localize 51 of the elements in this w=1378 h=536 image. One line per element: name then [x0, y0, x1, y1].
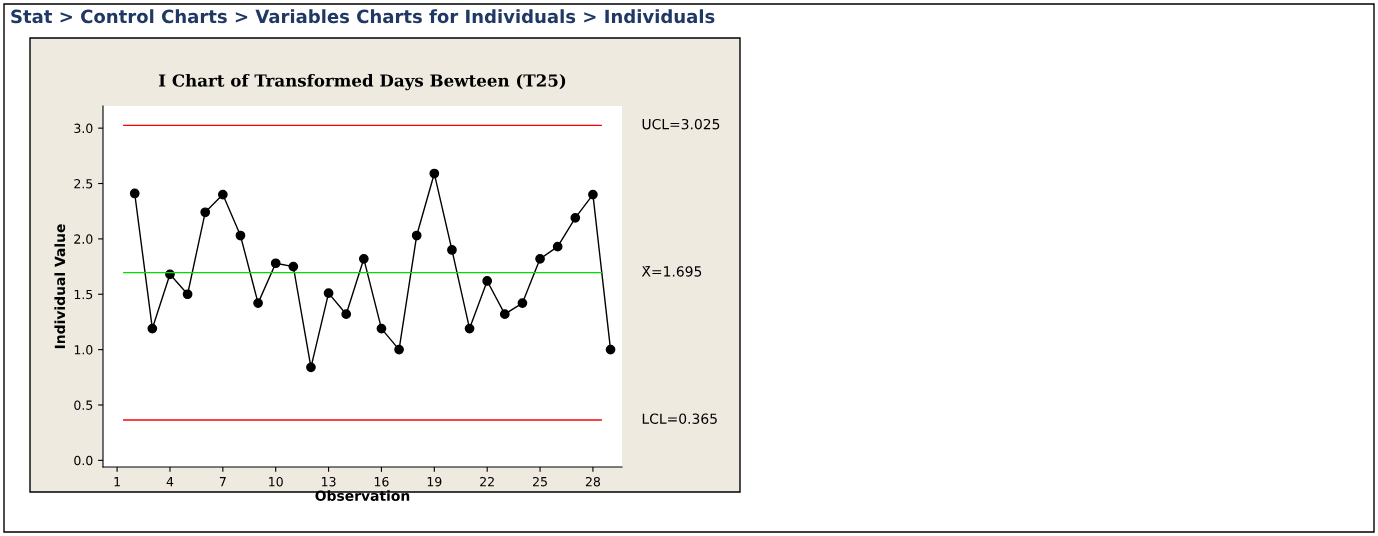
point — [253, 298, 263, 308]
point — [447, 245, 457, 255]
point — [605, 344, 616, 355]
x-tick-label: 25 — [533, 476, 547, 487]
y-tick-label: 1.5 — [74, 289, 93, 300]
point — [517, 298, 528, 308]
ref-line-label: LCL=0.365 — [642, 413, 717, 424]
point — [288, 261, 299, 272]
x-tick-label: 10 — [269, 476, 283, 487]
point — [147, 323, 158, 334]
ref-line-label: UCL=3.025 — [642, 118, 720, 130]
point — [306, 362, 316, 373]
point — [358, 253, 369, 264]
point — [341, 309, 352, 320]
point — [552, 241, 563, 252]
y-tick-label: 0.0 — [74, 455, 93, 466]
x-tick-label: 28 — [585, 476, 601, 487]
point — [217, 189, 228, 200]
point — [464, 323, 475, 334]
x-tick-label: 4 — [166, 477, 174, 487]
y-tick-label: 3.0 — [74, 123, 93, 134]
x-tick-label: 19 — [427, 476, 442, 487]
point — [182, 289, 193, 300]
point — [129, 188, 140, 199]
x-tick-label: 16 — [374, 476, 389, 487]
x-tick-label: 1 — [114, 477, 120, 487]
point — [499, 309, 510, 320]
x-tick-label: 7 — [219, 477, 226, 487]
point — [535, 253, 545, 264]
point — [429, 168, 440, 179]
point — [394, 344, 404, 355]
ref-line-label: X̄=1.695 — [641, 266, 702, 277]
x-tick-label: 13 — [322, 476, 336, 487]
point — [200, 207, 211, 218]
point — [588, 189, 598, 200]
point — [482, 276, 493, 286]
point — [270, 258, 281, 269]
y-tick-label: 2.5 — [74, 178, 93, 189]
point — [235, 230, 246, 241]
point — [376, 323, 387, 334]
point — [323, 288, 334, 299]
y-tick-label: 1.0 — [74, 345, 93, 355]
y-axis-title: Individual Value — [54, 224, 66, 349]
chart-title: I Chart of Transformed Days Bewteen (T25) — [159, 73, 566, 91]
point — [411, 230, 422, 241]
y-tick-label: 2.0 — [74, 234, 93, 244]
y-tick-label: 0.5 — [74, 400, 93, 410]
text: Stat > Control Charts > Variables Charts for Individuals > Individuals — [11, 9, 715, 24]
x-axis-title: Observation — [315, 490, 410, 501]
point — [570, 212, 581, 223]
x-tick-label: 22 — [480, 476, 494, 487]
